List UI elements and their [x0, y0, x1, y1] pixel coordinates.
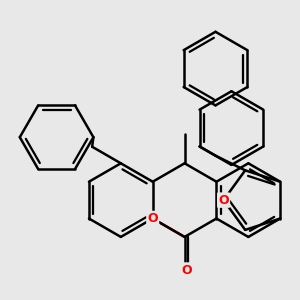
Text: O: O	[218, 194, 229, 207]
Text: O: O	[147, 212, 158, 225]
Text: O: O	[181, 263, 192, 277]
